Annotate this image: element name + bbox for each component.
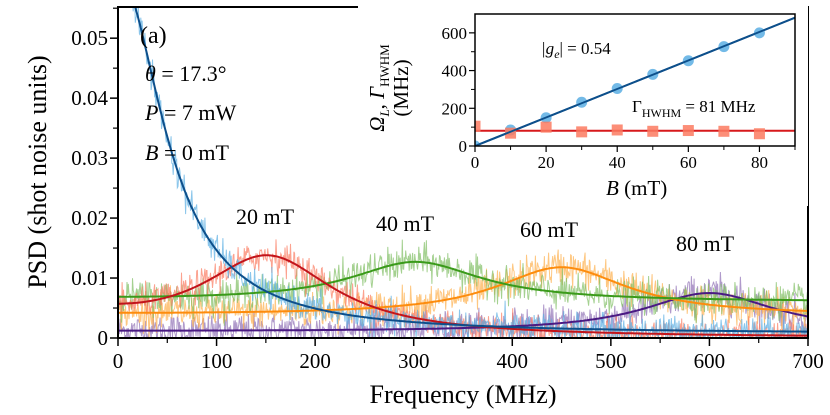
inset-x-tick-label: 60 [680, 153, 697, 172]
series-label-40mt: 40 mT [376, 211, 435, 236]
raw-trace-60mT [118, 249, 808, 338]
power-annotation: P = 7 mW [144, 100, 236, 125]
x-tick-label: 200 [299, 349, 331, 373]
y-tick-label: 0.01 [71, 266, 108, 290]
x-axis-title: Frequency (MHz) [370, 380, 557, 409]
x-tick-label: 700 [792, 349, 824, 373]
ge-prefix: |g [541, 39, 554, 58]
gamma-annotation: ΓHWHM = 81 MHz [632, 97, 756, 120]
series-label-80mt: 80 mT [676, 231, 735, 256]
hwhm-marker [475, 120, 481, 132]
inset-y-tick-label: 400 [442, 62, 468, 81]
inset-plot-frame [474, 13, 796, 147]
ge-annotation: |ge| = 0.54 [541, 39, 611, 61]
field-value: = 0 mT [158, 140, 229, 165]
inset-marker-layer [475, 16, 795, 146]
hwhm-marker [611, 124, 623, 136]
inset-y-tick-label: 600 [442, 24, 468, 43]
main-axis-ticks: 0 100 200 300 400 500 600 70000.010.020.030.040… [71, 7, 824, 373]
gamma-ann-subscript: HWHM [642, 106, 682, 120]
inset-x-tick-label: 80 [751, 153, 768, 172]
hwhm-marker [540, 121, 552, 133]
gamma-ann-symbol: Γ [632, 97, 642, 116]
inset-xlabel-unit: (mT) [619, 176, 667, 200]
theta-annotation: θ = 17.3° [145, 61, 227, 86]
power-symbol: P [144, 100, 158, 125]
gamma-ann-value: = 81 MHz [681, 97, 756, 116]
y-tick-label: 0.05 [71, 26, 108, 50]
fit-curve-60mT [118, 266, 808, 314]
x-tick-label: 300 [398, 349, 430, 373]
gamma-subscript: HWHM [377, 44, 392, 87]
inset-x-tick-label: 0 [471, 153, 480, 172]
power-value: = 7 mW [158, 100, 236, 125]
inset-y-axis-title: ΩL, ΓHWHM (MHz) [365, 44, 413, 132]
larmor-fit-line-overlay [475, 16, 795, 146]
ge-value: | = 0.54 [560, 39, 612, 58]
x-tick-label: 0 [113, 349, 124, 373]
inset-ylabel-line1: ΩL, ΓHWHM [365, 44, 392, 132]
series-label-20mt: 20 mT [236, 204, 295, 229]
y-tick-label: 0.02 [71, 206, 108, 230]
gamma-symbol: Γ [365, 86, 389, 100]
hwhm-marker [576, 126, 588, 138]
fit-curve-80mT [118, 291, 808, 332]
x-tick-label: 600 [694, 349, 726, 373]
ge-subscript: e [554, 47, 560, 61]
hwhm-marker [753, 128, 765, 140]
hwhm-marker [718, 125, 730, 137]
inset-y-tick-label: 0 [459, 137, 468, 156]
fit-curve-layer [118, 7, 808, 337]
fit-curve-40mT [118, 260, 808, 302]
inset-ylabel-line2: (MHz) [389, 59, 413, 116]
y-tick-label: 0 [98, 326, 109, 350]
raw-trace-0mT [132, 7, 808, 338]
inset-x-axis-title: B (mT) [606, 176, 667, 200]
field-annotation: B = 0 mT [145, 140, 229, 165]
field-symbol: B [145, 140, 158, 165]
ylabel-separator: , [365, 99, 389, 110]
hwhm-marker [647, 125, 659, 137]
theta-symbol: θ [145, 61, 156, 86]
omega-subscript: L [377, 109, 392, 117]
omega-symbol: Ω [365, 117, 389, 132]
series-label-60mt: 60 mT [520, 217, 579, 242]
inset-x-tick-label: 40 [609, 153, 626, 172]
hwhm-marker [682, 125, 694, 137]
x-tick-label: 400 [497, 349, 529, 373]
panel-label: (a) [140, 23, 167, 49]
y-axis-title: PSD (shot noise units) [23, 55, 52, 288]
theta-value: = 17.3° [156, 61, 227, 86]
inset-y-tick-label: 200 [442, 99, 468, 118]
inset-xlabel-symbol: B [606, 176, 619, 200]
x-tick-label: 500 [595, 349, 627, 373]
y-tick-label: 0.04 [71, 86, 108, 110]
fit-curve-0mT [134, 7, 808, 333]
hwhm-marker [505, 127, 517, 139]
inset-x-tick-label: 20 [538, 153, 555, 172]
x-tick-label: 100 [201, 349, 233, 373]
y-tick-label: 0.03 [71, 146, 108, 170]
inset-axis-ticks: 0 20 40 60 80 0 200 400 600 [442, 24, 796, 172]
